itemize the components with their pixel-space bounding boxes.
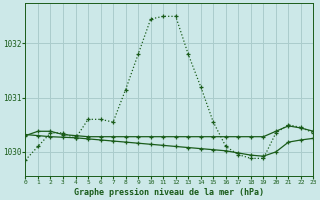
X-axis label: Graphe pression niveau de la mer (hPa): Graphe pression niveau de la mer (hPa) <box>75 188 264 197</box>
